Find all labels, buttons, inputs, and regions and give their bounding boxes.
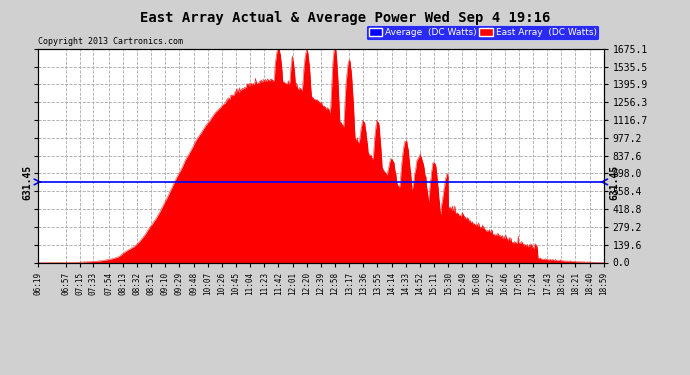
Text: Copyright 2013 Cartronics.com: Copyright 2013 Cartronics.com [38, 36, 183, 45]
Legend: Average  (DC Watts), East Array  (DC Watts): Average (DC Watts), East Array (DC Watts… [366, 26, 599, 40]
Text: 631.45: 631.45 [22, 164, 32, 200]
Text: 631.45: 631.45 [609, 164, 620, 200]
Text: East Array Actual & Average Power Wed Sep 4 19:16: East Array Actual & Average Power Wed Se… [140, 11, 550, 25]
